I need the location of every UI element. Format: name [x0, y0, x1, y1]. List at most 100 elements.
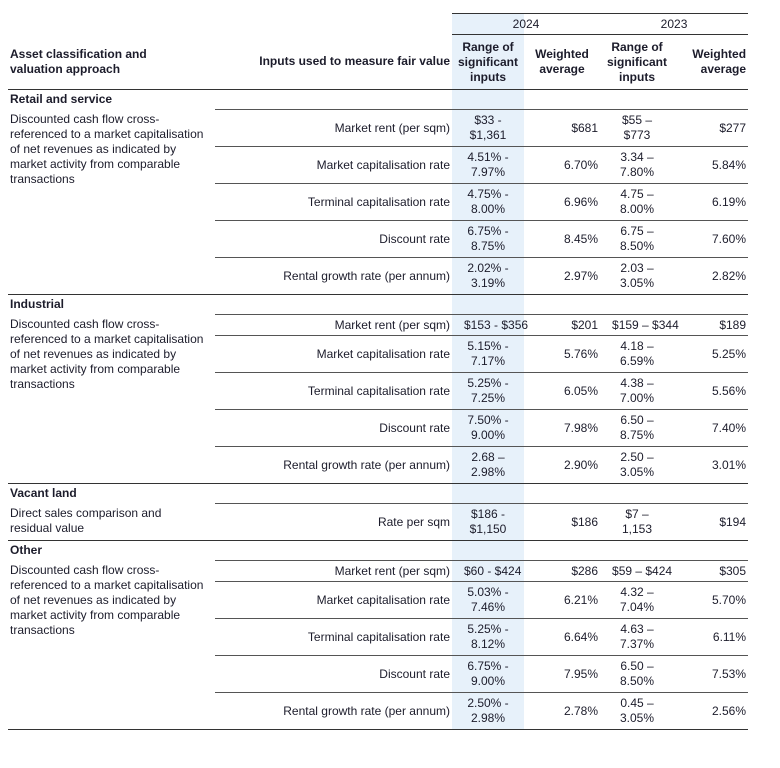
- section-row: Industrial: [8, 294, 749, 315]
- weighted-average-2023: 7.40%: [674, 409, 749, 447]
- section-row: Retail and service: [8, 89, 749, 110]
- data-row: Direct sales comparison and residual val…: [8, 503, 749, 541]
- input-name: Terminal capitalisation rate: [215, 372, 452, 410]
- column-header: Range of significant inputs: [600, 34, 675, 90]
- input-name: Discount rate: [215, 409, 452, 447]
- weighted-average-2023: $277: [674, 109, 749, 147]
- weighted-average-2024: 2.78%: [524, 692, 601, 730]
- weighted-average-2024: $201: [524, 314, 601, 336]
- section-row: Other: [8, 540, 749, 561]
- cell: [524, 294, 749, 315]
- range-2024: 2.50% - 2.98%: [452, 692, 524, 730]
- section-title: Other: [8, 540, 452, 561]
- weighted-average-2024: 2.97%: [524, 257, 601, 295]
- range-2023: 6.50 – 8.50%: [600, 655, 675, 693]
- weighted-average-2024: 6.21%: [524, 581, 601, 619]
- cell: [524, 89, 749, 110]
- range-2024: 5.25% - 7.25%: [452, 372, 524, 410]
- range-2023: 4.38 – 7.00%: [600, 372, 675, 410]
- range-2024: 6.75% - 8.75%: [452, 220, 524, 258]
- data-row: Discounted cash flow cross-referenced to…: [8, 314, 749, 391]
- data-row: Terminal capitalisation rate 4.75% - 8.00…: [8, 183, 749, 221]
- input-name: Market capitalisation rate: [215, 146, 452, 184]
- range-2023: 3.34 – 7.80%: [600, 146, 675, 184]
- input-name: Market rent (per sqm): [215, 314, 452, 336]
- weighted-average-2023: 7.53%: [674, 655, 749, 693]
- range-2024: 2.68 – 2.98%: [452, 446, 524, 484]
- data-row: Rental growth rate (per annum) 2.68 – 2.9…: [8, 446, 749, 484]
- weighted-average-2024: 2.90%: [524, 446, 601, 484]
- weighted-average-2024: 6.05%: [524, 372, 601, 410]
- section-title: Vacant land: [8, 483, 452, 504]
- data-row: Market capitalisation rate 5.15% - 7.17% 5…: [8, 335, 749, 373]
- input-name: Market capitalisation rate: [215, 335, 452, 373]
- data-row: Discount rate 7.50% - 9.00% 7.98% 6.50 – 8.…: [8, 409, 749, 447]
- range-2024: 5.15% - 7.17%: [452, 335, 524, 373]
- range-2024: 4.75% - 8.00%: [452, 183, 524, 221]
- range-2024: 5.25% - 8.12%: [452, 618, 524, 656]
- weighted-average-2023: 6.19%: [674, 183, 749, 221]
- data-row: Discount rate 6.75% - 8.75% 8.45% 6.75 – 8.…: [8, 220, 749, 258]
- range-2023: 4.63 – 7.37%: [600, 618, 675, 656]
- column-header: Weighted average: [524, 34, 601, 90]
- cell: [452, 483, 524, 504]
- section-title: Retail and service: [8, 89, 452, 110]
- range-2024: 2.02% - 3.19%: [452, 257, 524, 295]
- input-name: Discount rate: [215, 655, 452, 693]
- cell: [524, 540, 749, 561]
- input-name: Rental growth rate (per annum): [215, 257, 452, 295]
- weighted-average-2023: 5.25%: [674, 335, 749, 373]
- year: 2024: [452, 13, 601, 35]
- valuation-approach: Direct sales comparison and residual val…: [10, 505, 162, 535]
- range-2024: 5.03% - 7.46%: [452, 581, 524, 619]
- weighted-average-2023: 7.60%: [674, 220, 749, 258]
- header-row: Asset classification and valuation appro…: [8, 34, 749, 90]
- weighted-average-2024: 6.70%: [524, 146, 601, 184]
- data-row: Terminal capitalisation rate 5.25% - 7.25…: [8, 372, 749, 410]
- range-2024: $60 - $424: [452, 560, 524, 582]
- input-name: Terminal capitalisation rate: [215, 183, 452, 221]
- range-2023: $7 – 1,153: [600, 503, 675, 541]
- cell: [452, 540, 524, 561]
- weighted-average-2023: 6.11%: [674, 618, 749, 656]
- weighted-average-2023: $305: [674, 560, 749, 582]
- cell: [524, 483, 749, 504]
- weighted-average-2024: 6.96%: [524, 183, 601, 221]
- year-row: 2024 2023: [8, 13, 749, 35]
- weighted-average-2024: 6.64%: [524, 618, 601, 656]
- weighted-average-2023: 5.56%: [674, 372, 749, 410]
- weighted-average-2024: 7.98%: [524, 409, 601, 447]
- range-2023: $59 – $424: [600, 560, 675, 582]
- data-row: Discount rate 6.75% - 9.00% 7.95% 6.50 – 8.…: [8, 655, 749, 693]
- data-row: Terminal capitalisation rate 5.25% - 8.12…: [8, 618, 749, 656]
- range-2023: 2.03 – 3.05%: [600, 257, 675, 295]
- data-row: Rental growth rate (per annum) 2.02% - 3.…: [8, 257, 749, 295]
- range-2023: 6.75 – 8.50%: [600, 220, 675, 258]
- cell: [452, 294, 524, 315]
- range-2023: $55 – $773: [600, 109, 675, 147]
- range-2023: 4.18 – 6.59%: [600, 335, 675, 373]
- cell: [452, 89, 524, 110]
- weighted-average-2024: 5.76%: [524, 335, 601, 373]
- weighted-average-2023: 2.56%: [674, 692, 749, 730]
- data-row: Market capitalisation rate 5.03% - 7.46% 6…: [8, 581, 749, 619]
- column-header: Weighted average: [674, 34, 749, 90]
- input-name: Market capitalisation rate: [215, 581, 452, 619]
- weighted-average-2024: $186: [524, 503, 601, 541]
- weighted-average-2023: 2.82%: [674, 257, 749, 295]
- column-header: Inputs used to measure fair value: [215, 34, 452, 90]
- input-name: Market rent (per sqm): [215, 109, 452, 147]
- range-2024: 4.51% - 7.97%: [452, 146, 524, 184]
- blank: [8, 14, 215, 35]
- weighted-average-2023: $194: [674, 503, 749, 541]
- section-title: Industrial: [8, 294, 452, 315]
- valuation-approach: Discounted cash flow cross-referenced to…: [10, 111, 204, 186]
- range-2023: $159 – $344: [600, 314, 679, 336]
- range-2023: 4.32 – 7.04%: [600, 581, 675, 619]
- weighted-average-2024: 7.95%: [524, 655, 601, 693]
- range-2024: $33 - $1,361: [452, 109, 524, 147]
- range-2024: $153 - $356: [452, 314, 528, 336]
- column-header: Asset classification and valuation appro…: [8, 34, 215, 90]
- data-row: Discounted cash flow cross-referenced to…: [8, 560, 749, 730]
